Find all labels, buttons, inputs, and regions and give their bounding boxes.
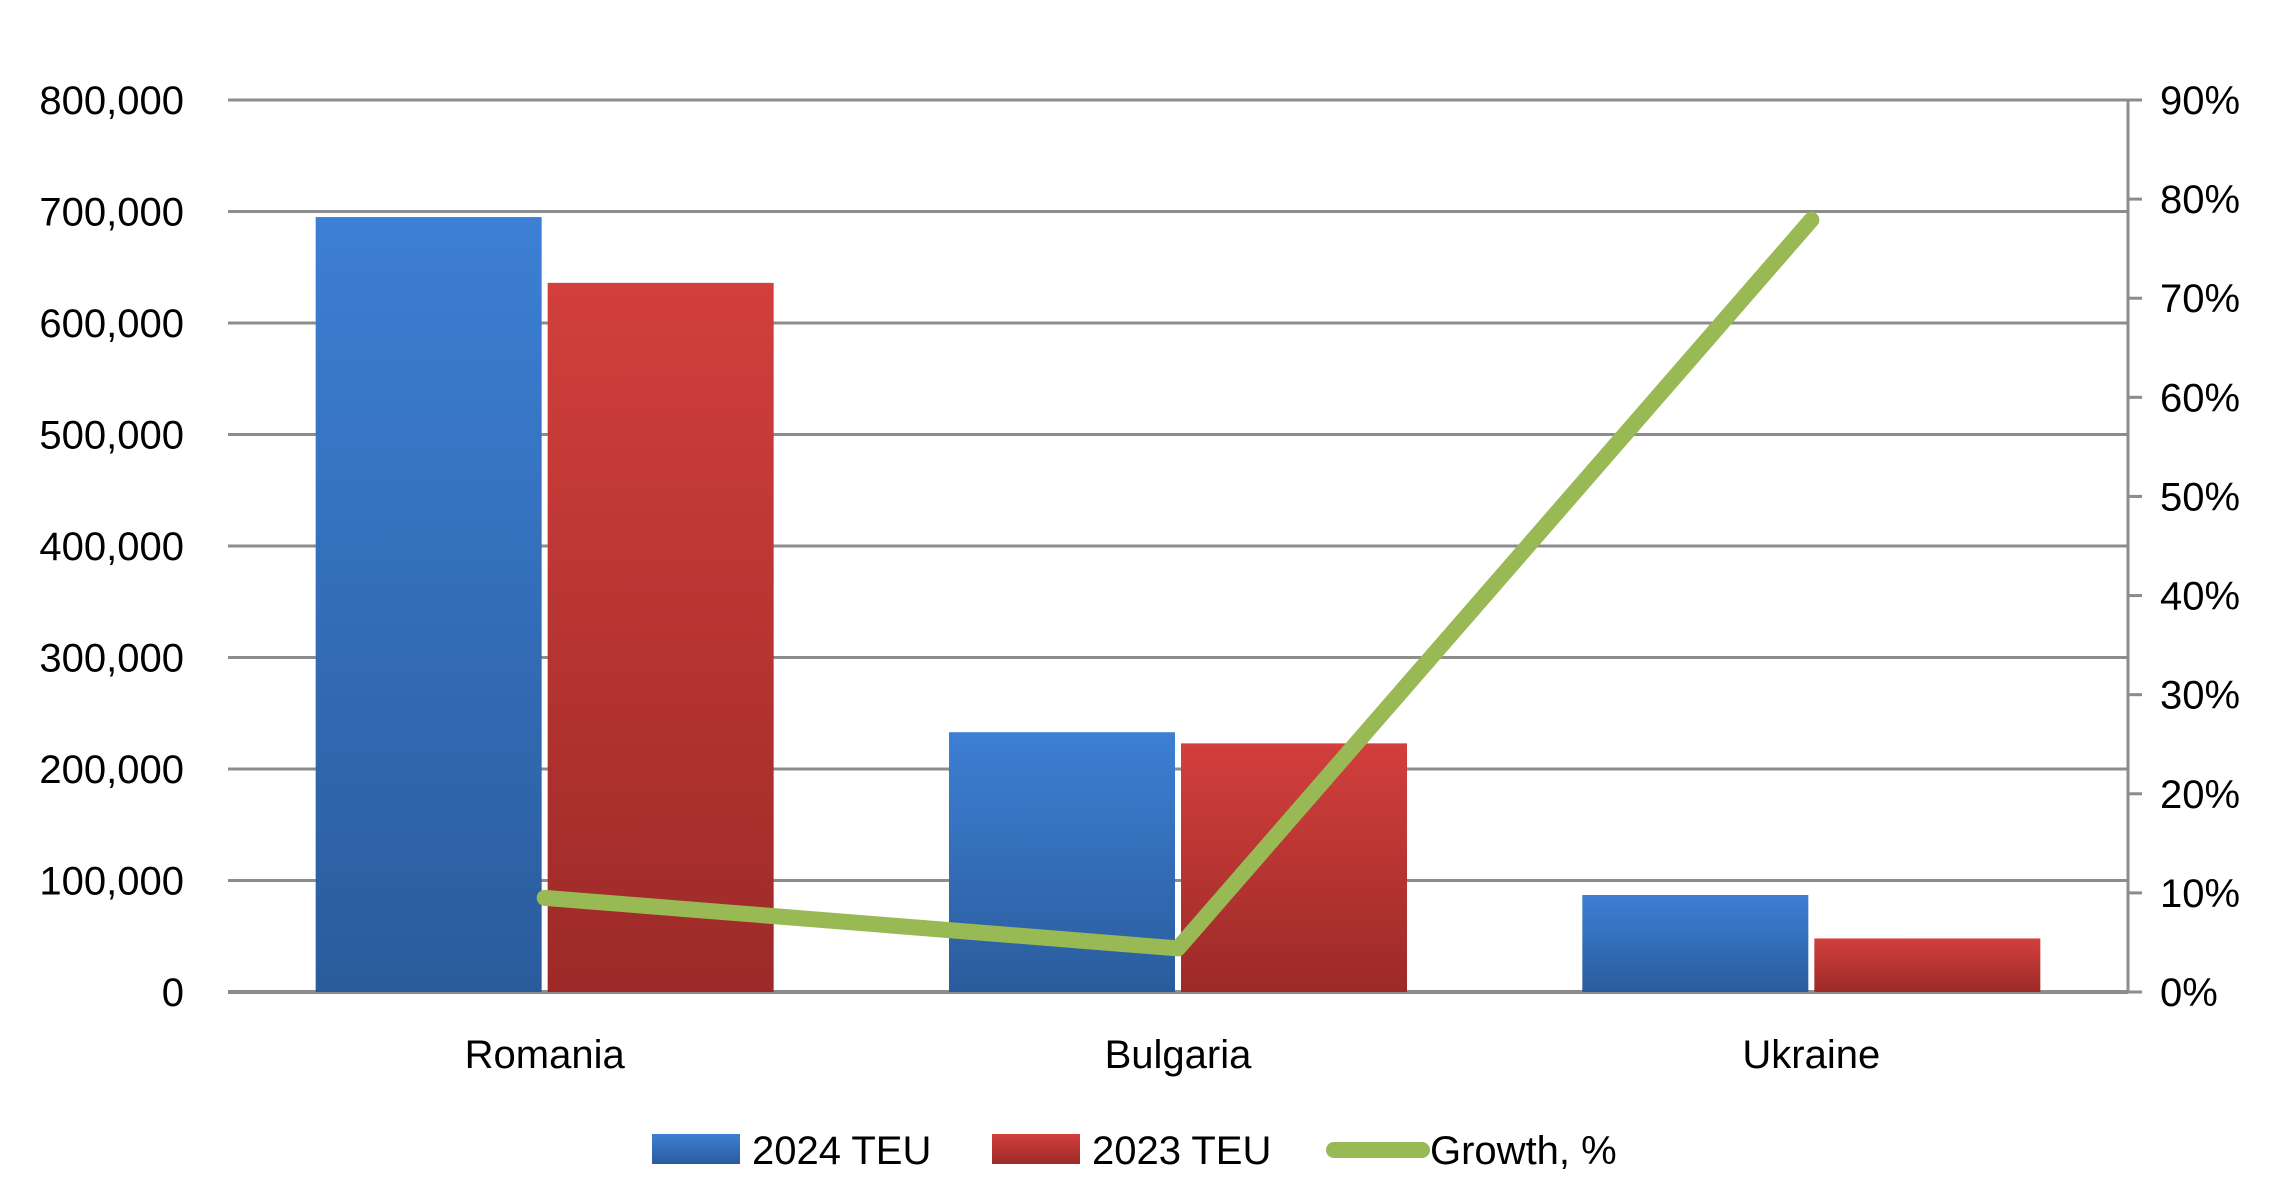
right-axis-tick-label: 0%: [2160, 971, 2218, 1015]
gridlines: [228, 98, 2128, 882]
right-axis-tick-label: 40%: [2160, 575, 2240, 619]
legend-swatch-2024-teu: [652, 1134, 740, 1164]
axes: [228, 98, 2142, 994]
right-axis-tick-label: 70%: [2160, 277, 2240, 321]
left-axis-tick-label: 200,000: [39, 748, 184, 792]
left-axis-tick-label: 400,000: [39, 525, 184, 569]
legend-label-2023-teu: 2023 TEU: [1092, 1129, 1271, 1173]
growth-point-bulgaria: [1177, 947, 1179, 950]
category-label-romania: Romania: [465, 1033, 626, 1077]
right-axis-tick-label: 50%: [2160, 475, 2240, 519]
growth-point-romania: [543, 896, 546, 899]
left-axis-tick-label: 300,000: [39, 637, 184, 681]
right-axis-tick-label: 30%: [2160, 674, 2240, 718]
category-label-ukraine: Ukraine: [1742, 1033, 1880, 1077]
bar-2024-teu-ukraine: [1582, 894, 1809, 992]
bar-2023-teu-bulgaria: [1181, 743, 1407, 992]
left-axis-tick-label: 600,000: [39, 302, 184, 346]
left-axis-tick-label: 100,000: [39, 860, 184, 904]
left-axis-tick-label: 500,000: [39, 414, 184, 458]
right-axis-tick-labels: 0% 10% 20% 30% 40% 50% 60% 70% 80% 90%: [2160, 79, 2240, 1015]
right-axis-tick-label: 80%: [2160, 178, 2240, 222]
legend-swatch-2023-teu: [992, 1134, 1080, 1164]
left-axis-tick-labels: 0 100,000 200,000 300,000 400,000 500,000 600,…: [39, 79, 184, 1015]
legend-label-growth: Growth, %: [1430, 1129, 1617, 1173]
bar-2023-teu-romania: [547, 282, 774, 992]
growth-line-series: [536, 211, 1820, 957]
right-axis-tick-label: 90%: [2160, 79, 2240, 123]
bar-2023-teu-ukraine: [1814, 938, 2041, 992]
right-axis-tick-label: 20%: [2160, 773, 2240, 817]
legend: 2024 TEU 2023 TEU Growth, %: [652, 1129, 1617, 1173]
growth-point-ukraine: [1810, 218, 1813, 221]
right-axis-tick-label: 10%: [2160, 872, 2240, 916]
left-axis-tick-label: 700,000: [39, 191, 184, 235]
right-axis-tick-label: 60%: [2160, 376, 2240, 420]
bar-2024-teu-romania: [315, 217, 542, 992]
category-labels: Romania Bulgaria Ukraine: [465, 1033, 1881, 1077]
category-label-bulgaria: Bulgaria: [1105, 1033, 1253, 1077]
legend-label-2024-teu: 2024 TEU: [752, 1129, 931, 1173]
bars: [315, 217, 2041, 992]
left-axis-tick-label: 800,000: [39, 79, 184, 123]
left-axis-tick-label: 0: [162, 971, 184, 1015]
